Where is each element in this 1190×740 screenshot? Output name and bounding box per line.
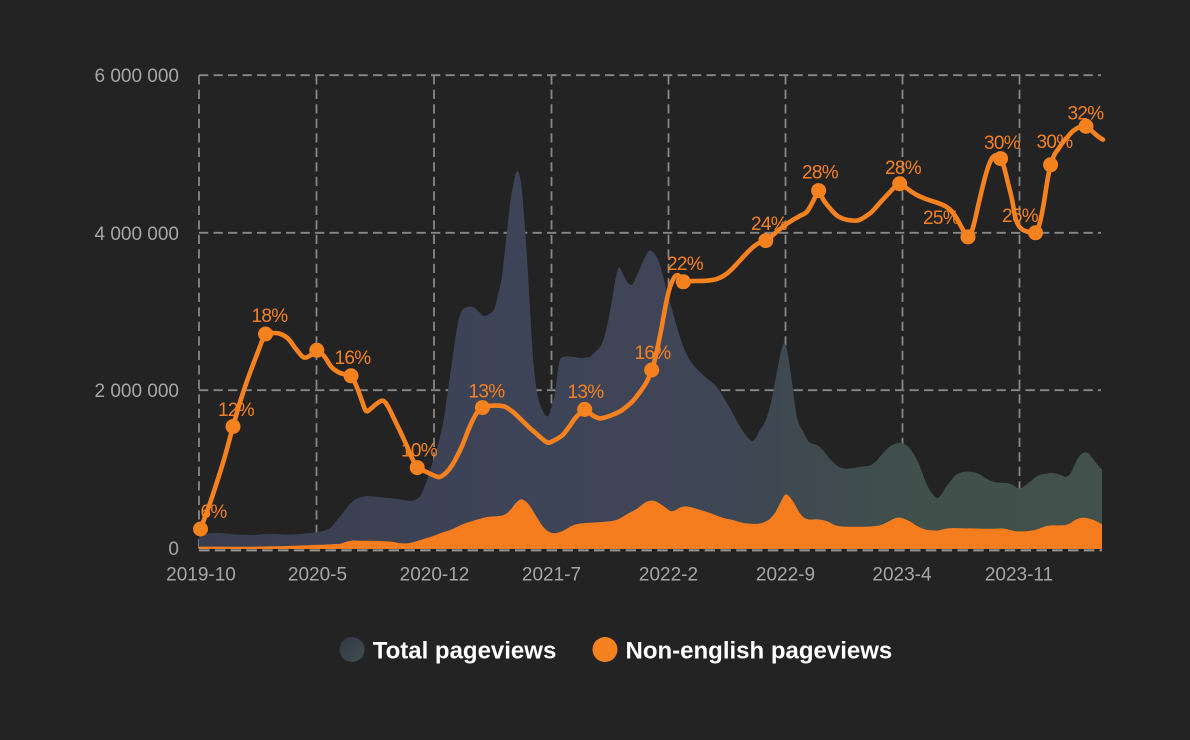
svg-text:16%: 16% [635,343,672,364]
svg-text:13%: 13% [469,382,506,403]
svg-text:2020-12: 2020-12 [400,565,470,586]
svg-text:32%: 32% [1068,104,1105,125]
svg-text:2 000 000: 2 000 000 [94,381,179,402]
svg-text:24%: 24% [751,214,788,235]
svg-text:4 000 000: 4 000 000 [94,224,179,245]
svg-text:6%: 6% [200,502,227,523]
svg-text:2023-11: 2023-11 [985,565,1053,586]
svg-text:25%: 25% [1002,206,1039,227]
svg-text:18%: 18% [252,306,289,327]
svg-text:10%: 10% [401,441,438,462]
svg-text:25%: 25% [923,208,960,229]
svg-text:28%: 28% [802,163,839,184]
svg-text:2023-4: 2023-4 [872,565,932,586]
svg-text:22%: 22% [667,254,704,275]
svg-text:28%: 28% [885,158,922,179]
svg-text:2022-2: 2022-2 [639,565,698,586]
svg-text:12%: 12% [218,400,255,421]
svg-text:2019-10: 2019-10 [166,565,236,586]
svg-text:30%: 30% [984,133,1021,154]
svg-text:13%: 13% [568,382,605,403]
svg-text:Non-english pageviews: Non-english pageviews [626,638,893,665]
svg-text:0: 0 [168,539,179,560]
svg-text:6 000 000: 6 000 000 [94,66,179,87]
svg-text:2020-5: 2020-5 [288,565,347,586]
svg-text:Total pageviews: Total pageviews [373,638,557,665]
svg-text:16%: 16% [335,348,372,369]
svg-text:2021-7: 2021-7 [522,565,581,586]
svg-text:30%: 30% [1037,132,1074,153]
svg-text:2022-9: 2022-9 [756,565,815,586]
